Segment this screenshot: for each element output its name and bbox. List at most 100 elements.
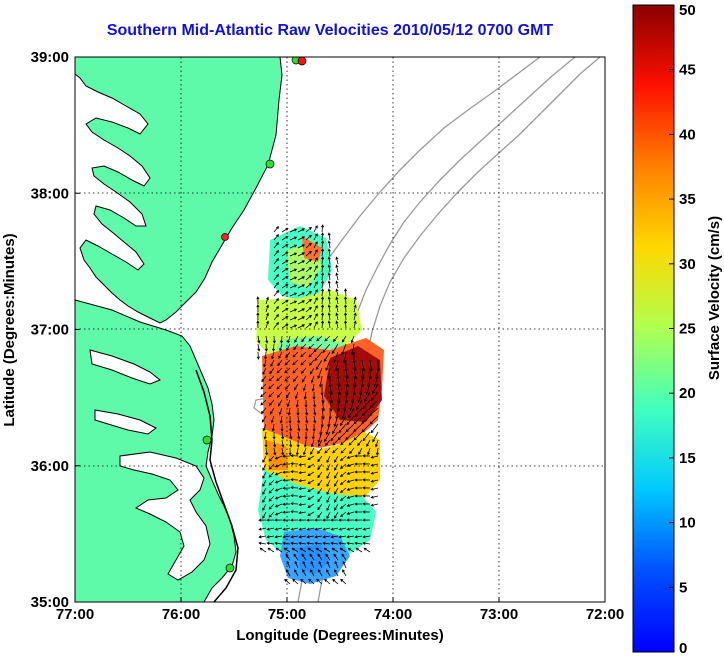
velocity-arrow [264,439,268,448]
velocity-arrow [317,367,323,380]
colorbar-tick-label: 35 [679,191,696,208]
velocity-arrow [334,455,339,463]
velocity-arrow [280,335,284,344]
velocity-arrow [274,511,283,516]
velocity-arrow [307,471,315,477]
velocity-arrow [334,479,339,487]
velocity-arrow [313,233,318,241]
velocity-arrow [265,320,269,329]
sound-water [119,451,211,581]
velocity-arrow [356,399,363,411]
velocity-arrow [369,399,379,409]
velocity-arrow [290,470,299,474]
velocity-arrow [324,578,331,585]
velocity-arrow [320,288,325,297]
velocity-arrow [334,511,339,519]
velocity-arrow [313,407,317,416]
velocity-arrow [326,503,331,512]
velocity-arrow [315,547,323,553]
velocity-arrow [354,407,363,418]
velocity-arrow [298,455,307,459]
velocity-arrow [312,423,316,432]
velocity-arrow [346,495,355,499]
velocity-arrow [298,503,307,507]
velocity-arrow [298,495,307,499]
map-title: Southern Mid-Atlantic Raw Velocities 201… [106,22,554,39]
velocity-arrow [298,471,307,475]
velocity-arrow [290,486,299,490]
velocity-arrow [262,495,267,503]
velocity-arrow [257,335,261,344]
velocity-arrow [268,463,275,470]
velocity-arrow [282,470,291,474]
velocity-arrow [330,535,339,539]
velocity-arrow [287,335,291,344]
velocity-arrow [334,471,339,479]
velocity-arrow [297,292,306,297]
velocity-arrow [332,423,339,435]
velocity-arrow [265,304,269,313]
colorbar-tick-label: 15 [679,450,696,467]
velocity-arrow [297,228,306,233]
velocity-arrow [320,304,325,313]
velocity-arrow [370,423,379,434]
x-axis: 77:00 76:00 75:00 74:00 73:00 72:00 [56,597,624,623]
velocity-arrow [362,478,371,482]
velocity-arrow [338,518,347,522]
velocity-arrow [354,470,363,474]
velocity-arrow [338,541,347,545]
velocity-arrow [354,510,363,514]
velocity-arrow [278,351,283,359]
colorbar-tick-label: 45 [679,62,696,79]
velocity-arrow [259,547,267,553]
colorbar-tick-label: 10 [679,515,696,532]
velocity-arrow [330,431,339,442]
velocity-arrow [302,447,307,456]
velocity-arrow [268,487,275,494]
velocity-arrow [317,487,323,495]
velocity-arrow [340,578,347,585]
y-axis: 39:00 38:00 37:00 36:00 35:00 [31,49,80,611]
velocity-arrow [285,553,291,561]
velocity-arrow [307,479,315,485]
velocity-arrow [313,225,318,233]
colorbar [632,4,675,653]
bathymetry-contour-3 [365,57,601,361]
velocity-arrow [361,359,366,372]
velocity-arrow [305,226,312,233]
velocity-arrow [318,569,323,577]
velocity-arrow [327,296,331,305]
velocity-arrow [327,320,331,329]
velocity-arrow [305,242,312,249]
velocity-arrow [265,335,269,344]
velocity-arrow [289,268,298,273]
velocity-arrow [370,455,379,459]
velocity-arrow [317,503,323,511]
velocity-arrow [306,541,315,545]
barrier-islands [195,369,239,602]
velocity-arrow [320,232,325,241]
velocity-arrow [365,383,371,396]
velocity-arrow [281,243,289,249]
velocity-arrow [326,471,331,480]
velocity-arrow [264,351,268,360]
velocity-arrow [297,316,306,321]
velocity-arrow [300,578,307,585]
velocity-arrow [273,265,280,273]
velocity-arrow [265,312,269,321]
velocity-arrow [281,439,285,448]
velocity-arrow [333,415,339,428]
velocity-arrow [290,502,299,506]
velocity-arrow [332,439,339,446]
velocity-arrow [282,454,291,458]
velocity-arrow [331,547,339,553]
velocity-arrow [273,257,280,265]
velocity-arrow [346,487,355,491]
velocity-arrow [366,439,371,447]
velocity-arrow [341,407,347,420]
velocity-arrow [307,455,315,461]
velocity-arrow [290,518,299,522]
velocity-arrow [375,447,380,456]
velocity-arrow [305,266,312,273]
velocity-arrow [282,541,291,545]
